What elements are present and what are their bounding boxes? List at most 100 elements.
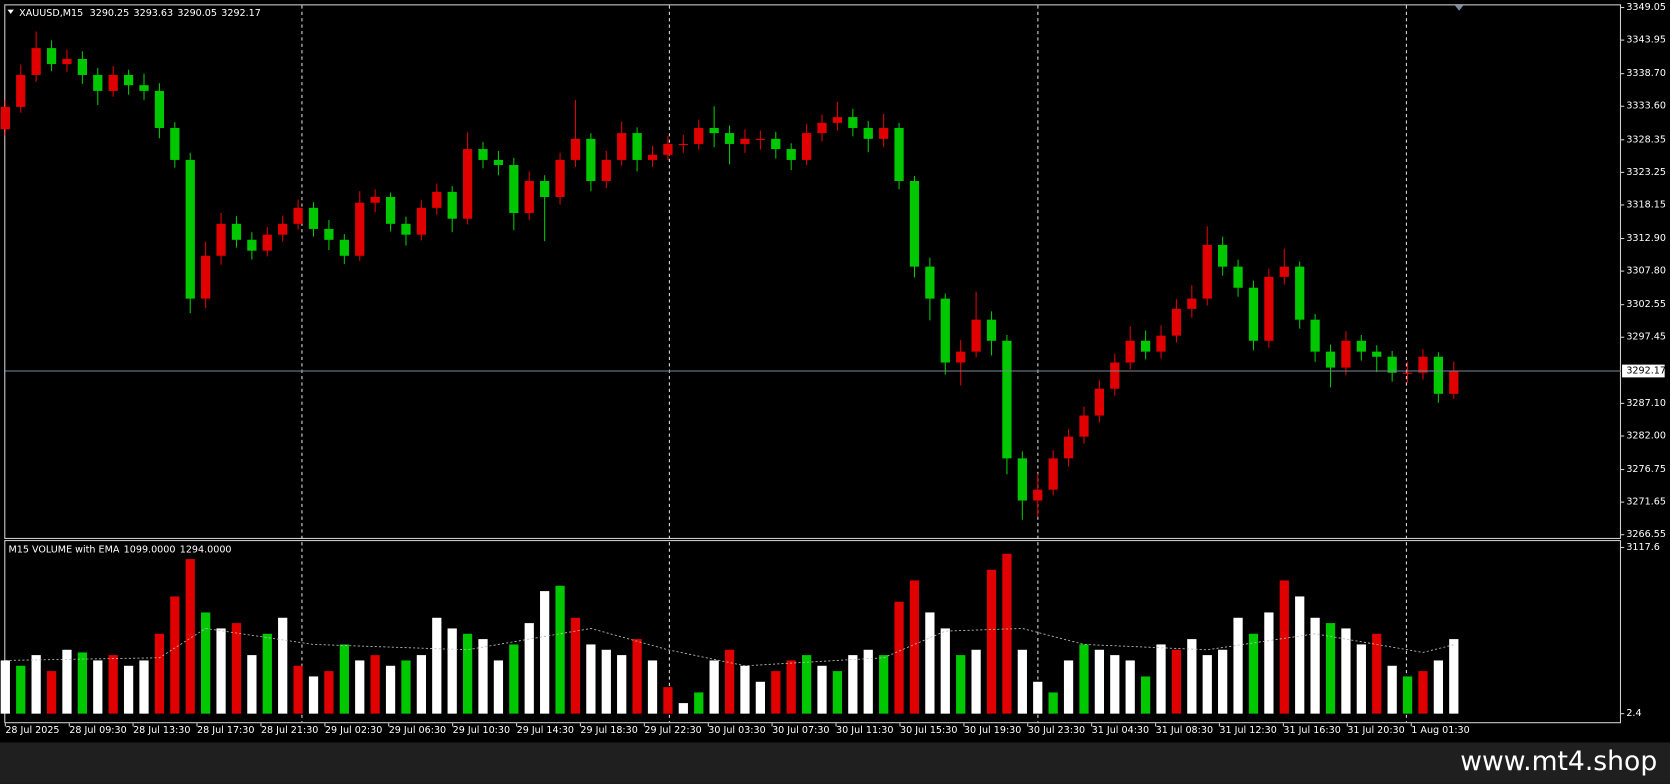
candle-body [1140,340,1151,352]
volume-bar [632,639,642,714]
candle-body [817,122,827,134]
x-tick-label: 31 Jul 16:30 [1283,725,1340,736]
volume-bar [123,665,134,714]
x-tick-label: 30 Jul 03:30 [708,725,765,736]
volume-bar [879,655,889,714]
candle-body [863,127,873,139]
volume-bar [216,628,226,714]
volume-bar [940,628,950,714]
candle-body [524,181,534,213]
volume-bar [925,612,935,714]
volume-bar [447,628,457,714]
volume-bar [1372,633,1382,714]
x-tick-label: 29 Jul 02:30 [325,725,382,736]
candle-body [1356,340,1366,352]
candle-body [601,159,611,182]
candle-body [62,58,72,65]
volume-header: M15 VOLUME with EMA 1099.0000 1294.0000 [9,544,232,555]
x-tick-label: 30 Jul 23:30 [1028,725,1085,736]
volume-bar [740,665,750,714]
volume-bar [1402,676,1413,714]
y-tick-label: 3333.60 [1626,101,1666,112]
volume-bar [1279,580,1289,714]
volume-bar [432,617,442,714]
volume-bar [709,660,719,714]
header-low: 3290.05 [177,7,217,18]
volume-bar [1125,660,1135,714]
volume-bar [478,639,488,714]
volume-bar [755,681,766,714]
volume-bar [524,623,534,714]
volume-bar [971,649,981,714]
x-tick-label: 28 Jul 13:30 [133,725,190,736]
candle-body [1279,266,1289,277]
candle-body [1048,458,1058,490]
candle-body [801,133,812,160]
x-tick-label: 29 Jul 14:30 [517,725,574,736]
candle-body [432,191,442,208]
candle-body [1387,356,1397,373]
candle-body [385,196,396,224]
candle-body [724,133,735,144]
y-tick-label: 3318.15 [1626,199,1666,210]
x-tick-label: 31 Jul 12:30 [1219,725,1276,736]
volume-bar [956,655,966,714]
y-tick-label: 3266.55 [1626,529,1666,540]
volume-bar [1295,596,1305,714]
indicator-value: 1294.0000 [180,544,232,555]
candle-body [201,255,211,299]
candle-body [540,181,550,197]
candle-body [1094,388,1105,416]
candle-body [478,149,488,160]
volume-bar [863,649,873,714]
volume-bar [1187,639,1197,714]
x-tick-label: 31 Jul 04:30 [1092,725,1149,736]
y-tick-label: 3338.70 [1626,68,1666,79]
volume-panel-frame [4,540,1622,724]
candle-body [755,138,766,140]
volume-bar [201,612,211,714]
volume-bar [0,660,10,714]
volume-bar [462,633,473,714]
volume-bar [1110,655,1120,714]
candle-body [786,149,796,160]
volume-bar [570,617,581,714]
candle-body [447,191,457,219]
volume-bar [663,687,673,714]
candle-body [293,207,303,224]
candle-body [1156,335,1166,352]
price-panel-frame [4,4,1622,539]
candle-body [909,181,920,267]
candle-body [355,202,365,256]
candle-body [1079,415,1089,437]
x-tick-label: 28 Jul 2025 [5,725,59,736]
candle-body [1433,356,1444,394]
volume-bar [1079,644,1089,714]
x-tick-label: 31 Jul 20:30 [1347,725,1404,736]
candle-body [93,74,103,91]
volume-bar [262,633,272,714]
candle-body [555,159,565,197]
candle-body [694,127,704,144]
candle-body [1171,308,1182,336]
volume-bar [848,655,858,714]
candle-body [1110,362,1120,389]
x-tick-label: 29 Jul 10:30 [453,725,510,736]
y-tick-label: 3276.75 [1626,464,1666,475]
volume-bar [1218,649,1228,714]
candle-body [493,159,504,166]
volume-bar [370,655,380,714]
x-tick-label: 31 Jul 08:30 [1156,725,1213,736]
volume-bar [493,660,504,714]
volume-bar [601,649,611,714]
candle-body [170,127,180,160]
candle-body [1341,340,1351,368]
x-tick-label: 30 Jul 19:30 [964,725,1021,736]
indicator-value: 1099.0000 [124,544,176,555]
volume-bar [1156,644,1166,714]
x-tick-label: 28 Jul 09:30 [69,725,126,736]
x-tick-label: 30 Jul 11:30 [836,725,893,736]
volume-bar [93,660,103,714]
y-tick-label: 3302.55 [1626,299,1666,310]
candle-body [1248,287,1259,341]
